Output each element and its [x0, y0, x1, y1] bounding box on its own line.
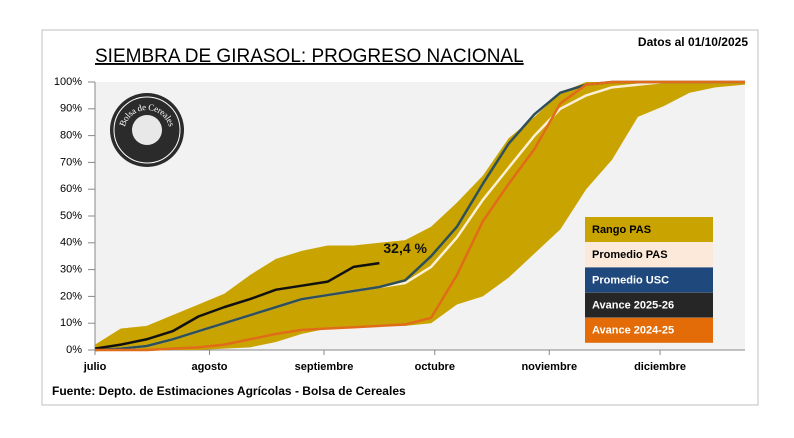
- legend-label: Promedio USC: [592, 274, 669, 286]
- x-tick-label: noviembre: [521, 361, 577, 373]
- y-tick-label: 60%: [60, 183, 82, 195]
- y-tick-label: 30%: [60, 264, 82, 276]
- logo: Bolsa de Cereales: [110, 93, 184, 167]
- x-tick-label: diciembre: [634, 361, 686, 373]
- series-line: [95, 80, 745, 352]
- legend-label: Rango PAS: [592, 224, 651, 236]
- y-tick-label: 90%: [60, 103, 82, 115]
- x-tick-label: septiembre: [295, 361, 354, 373]
- legend-swatch: [585, 292, 713, 318]
- y-tick-label: 100%: [54, 76, 82, 88]
- range-band: [95, 82, 745, 350]
- x-tick-label: agosto: [191, 361, 227, 373]
- y-tick-label: 70%: [60, 156, 82, 168]
- legend-swatch: [585, 217, 713, 242]
- logo-ring: [113, 96, 181, 164]
- source: Fuente: Depto. de Estimaciones Agrícolas…: [52, 384, 406, 398]
- y-tick-label: 20%: [60, 290, 82, 302]
- legend-swatch: [585, 317, 713, 343]
- x-tick-label: octubre: [415, 361, 455, 373]
- legend-label: Avance 2025-26: [592, 300, 674, 312]
- y-tick-label: 50%: [60, 210, 82, 222]
- series-line: [94, 261, 380, 350]
- y-tick-label: 80%: [60, 130, 82, 142]
- legend-swatch: [585, 242, 713, 268]
- x-tick-label: julio: [83, 361, 107, 373]
- legend-label: Promedio PAS: [592, 249, 668, 261]
- date-note: Datos al 01/10/2025: [638, 35, 748, 49]
- legend: Rango PAS Promedio PAS Promedio USC Avance …: [585, 217, 713, 343]
- legend-swatch: [585, 267, 713, 293]
- legend-label: Avance 2024-25: [592, 325, 674, 337]
- y-tick-label: 0%: [66, 344, 82, 356]
- y-tick-label: 40%: [60, 237, 82, 249]
- chart-title: SIEMBRA DE GIRASOL: PROGRESO NACIONAL: [95, 46, 524, 67]
- data-label: 32,4 %: [383, 240, 427, 256]
- y-tick-label: 10%: [60, 317, 82, 329]
- logo-center: [132, 115, 162, 145]
